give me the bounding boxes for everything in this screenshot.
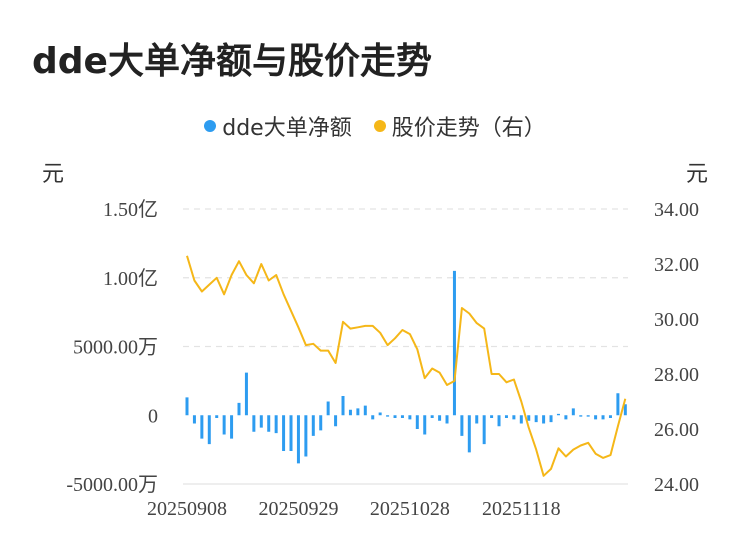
legend-item-price[interactable]: 股价走势（右） xyxy=(373,110,546,142)
dde-bar xyxy=(490,415,494,418)
dde-bar xyxy=(445,415,449,424)
dde-bar xyxy=(244,372,248,416)
x-tick-label: 20251028 xyxy=(370,498,450,520)
dde-bar xyxy=(482,415,486,445)
dde-bar xyxy=(512,415,516,420)
right-tick-label: 24.00 xyxy=(654,474,699,496)
dde-bar xyxy=(296,415,300,464)
left-axis-unit: 元 xyxy=(42,162,65,187)
left-tick-label: -5000.00万 xyxy=(66,474,158,496)
dde-bar xyxy=(326,401,330,416)
right-tick-label: 26.00 xyxy=(654,419,699,441)
right-tick-label: 30.00 xyxy=(654,309,699,331)
chart-legend: dde大单净额 股价走势（右） xyxy=(0,110,750,142)
dde-bar xyxy=(185,397,189,416)
dde-bar xyxy=(430,415,434,418)
dde-bar xyxy=(594,415,598,420)
dde-bar xyxy=(282,415,286,451)
dde-bar xyxy=(267,415,271,432)
dde-bar xyxy=(564,415,568,420)
dde-bar xyxy=(230,415,234,439)
dde-bar xyxy=(237,402,241,416)
dde-bar xyxy=(423,415,427,435)
right-tick-label: 34.00 xyxy=(654,199,699,221)
left-tick-label: 1.00亿 xyxy=(103,267,158,290)
page-title: dde大单净额与股价走势 xyxy=(32,41,432,82)
dde-bar xyxy=(363,405,367,416)
dde-bar xyxy=(519,415,523,424)
dde-bar xyxy=(192,415,196,424)
dde-bar xyxy=(579,415,583,417)
left-tick-label: 5000.00万 xyxy=(73,337,158,359)
dde-bar xyxy=(542,415,546,424)
right-tick-label: 28.00 xyxy=(654,364,699,386)
dde-bar xyxy=(601,415,605,420)
dde-bar xyxy=(623,404,627,416)
dde-bar xyxy=(452,270,456,416)
x-tick-label: 20251118 xyxy=(482,498,561,520)
left-tick-label: 1.50亿 xyxy=(103,198,158,221)
legend-label-dde: dde大单净额 xyxy=(222,116,352,141)
dde-bar xyxy=(378,412,382,416)
dde-bar xyxy=(341,396,345,416)
dde-bar xyxy=(393,415,397,418)
right-axis-unit: 元 xyxy=(685,162,708,187)
legend-marker-price xyxy=(373,120,386,132)
dde-bar xyxy=(259,415,263,428)
dde-bar xyxy=(460,415,464,436)
x-tick-label: 20250929 xyxy=(258,498,338,520)
legend-marker-dde xyxy=(204,120,217,132)
legend-item-dde[interactable]: dde大单净额 xyxy=(204,110,352,142)
dde-bar xyxy=(586,415,590,417)
dde-bar xyxy=(616,393,620,416)
dde-bar xyxy=(304,415,308,457)
dde-bar xyxy=(534,415,538,423)
x-tick-label: 20250908 xyxy=(147,498,227,520)
dde-bar xyxy=(400,415,404,418)
dde-bar xyxy=(386,415,390,417)
legend-label-price: 股价走势（右） xyxy=(391,116,546,141)
dde-bar xyxy=(207,415,211,445)
dde-bar xyxy=(311,415,315,436)
dde-bar xyxy=(356,408,360,416)
dde-bar xyxy=(608,415,612,418)
dde-bar xyxy=(415,415,419,429)
dde-bar xyxy=(334,415,338,427)
dde-bar xyxy=(475,415,479,424)
dde-bar xyxy=(408,415,412,420)
dde-bar xyxy=(504,415,508,418)
dde-bar xyxy=(438,415,442,421)
dde-bar xyxy=(467,415,471,453)
dde-bar xyxy=(252,415,256,432)
dde-bar xyxy=(549,415,553,423)
dde-bar xyxy=(215,415,219,418)
dde-bar xyxy=(222,415,226,435)
dde-bar xyxy=(289,415,293,451)
price-line xyxy=(186,255,627,477)
dde-bar xyxy=(274,415,278,434)
right-tick-label: 32.00 xyxy=(654,254,699,276)
dde-bar xyxy=(348,409,352,416)
dde-bar xyxy=(200,415,204,439)
dde-bar xyxy=(319,415,323,431)
dde-bar xyxy=(556,413,560,416)
dde-bar xyxy=(527,415,531,421)
dde-bar xyxy=(497,415,501,427)
left-tick-label: 0 xyxy=(148,405,158,427)
dde-bar xyxy=(571,408,575,416)
dde-bar xyxy=(371,415,375,420)
